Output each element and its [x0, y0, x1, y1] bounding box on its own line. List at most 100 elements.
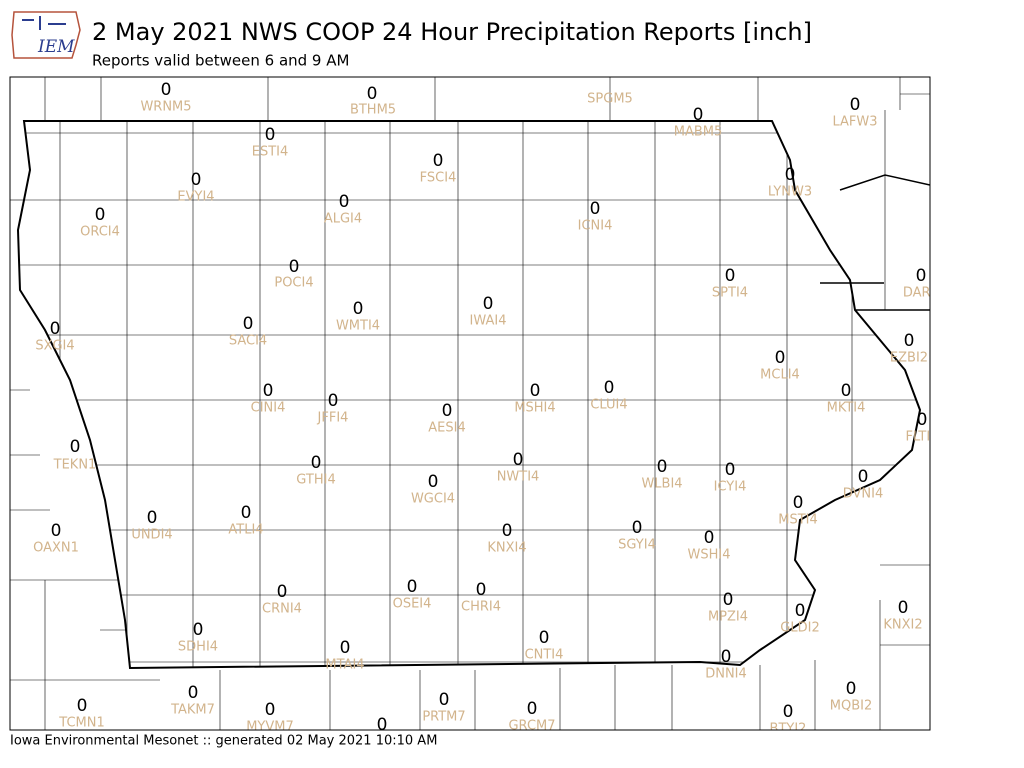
station-id: MTAI4: [325, 658, 364, 673]
station-value: 0: [428, 472, 439, 492]
station-value: 0: [289, 257, 300, 277]
station-id: SPGM5: [587, 92, 633, 107]
station-value: 0: [539, 628, 550, 648]
station-value: 0: [785, 165, 796, 185]
station-value: 0: [632, 518, 643, 538]
station-id: BTHM5: [350, 103, 396, 118]
station-id: BTYI2: [770, 722, 807, 737]
station-value: 0: [263, 381, 274, 401]
station-id: MQBI2: [830, 699, 872, 714]
station-id: CLUI4: [590, 398, 627, 413]
station-id: FLTI2: [906, 430, 939, 445]
station-value: 0: [775, 348, 786, 368]
station-value: 0: [188, 683, 199, 703]
station-value: 0: [265, 700, 276, 720]
station-id: SXGI4: [35, 339, 74, 354]
station-value: 0: [193, 620, 204, 640]
station-value: 0: [77, 696, 88, 716]
station-id: MPZI4: [708, 610, 748, 625]
station: SPGM5: [587, 92, 633, 107]
station-value: 0: [433, 151, 444, 171]
station-id: IWAI4: [470, 314, 507, 329]
station-value: 0: [95, 205, 106, 225]
station-value: 0: [530, 381, 541, 401]
station-id: MKTI4: [827, 401, 866, 416]
station-value: 0: [846, 679, 857, 699]
footer: Iowa Environmental Mesonet :: generated …: [10, 734, 437, 749]
station-id: UNDI4: [131, 528, 172, 543]
station-id: SACI4: [229, 334, 267, 349]
station-id: ORCI4: [80, 225, 120, 240]
station-id: SDHI4: [178, 640, 218, 655]
station-value: 0: [70, 437, 81, 457]
station-value: 0: [439, 690, 450, 710]
station-id: CNTI4: [525, 648, 564, 663]
station-id: NWTI4: [497, 470, 540, 485]
station-value: 0: [527, 699, 538, 719]
station-value: 0: [858, 467, 869, 487]
station-value: 0: [898, 598, 909, 618]
station-id: MCLI4: [760, 368, 800, 383]
station-value: 0: [850, 95, 861, 115]
station-id: WMTI4: [336, 319, 380, 334]
station-value: 0: [241, 503, 252, 523]
station-value: 0: [339, 192, 350, 212]
station-id: MYVM7: [246, 720, 294, 735]
station-value: 0: [353, 299, 364, 319]
station-id: LAFW3: [832, 115, 877, 130]
station-id: MABM5: [674, 125, 723, 140]
station-value: 0: [904, 331, 915, 351]
station-id: ICYI4: [714, 480, 747, 495]
station-id: FSCI4: [420, 171, 457, 186]
station-value: 0: [783, 702, 794, 722]
station-value: 0: [704, 528, 715, 548]
station-value: 0: [476, 580, 487, 600]
station-id: WSHI4: [688, 548, 731, 563]
station-id: PRTM7: [422, 710, 465, 725]
station-value: 0: [407, 577, 418, 597]
station-id: AESI4: [428, 421, 465, 436]
station-id: POCI4: [274, 276, 313, 291]
station-value: 0: [191, 170, 202, 190]
station-value: 0: [328, 391, 339, 411]
station-value: 0: [265, 125, 276, 145]
station-id: WLBI4: [641, 477, 682, 492]
station-value: 0: [277, 582, 288, 602]
